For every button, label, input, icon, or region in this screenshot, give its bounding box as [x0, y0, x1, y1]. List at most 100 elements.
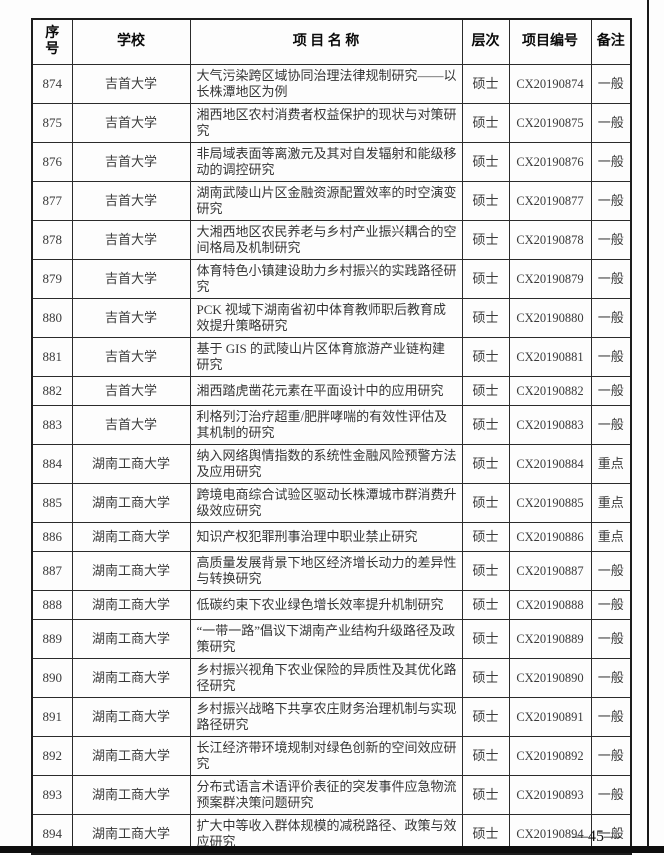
cell-school: 湖南工商大学: [71, 444, 191, 484]
table-row: 888 湖南工商大学 低碳约束下农业绿色增长效率提升机制研究 硕士 CX20190888…: [31, 590, 632, 620]
cell-project-name: 乡村振兴视角下农业保险的异质性及其优化路径研究: [189, 658, 463, 698]
cell-note: 重点: [590, 522, 632, 552]
cell-project-name: 湘西地区农村消费者权益保护的现状与对策研究: [189, 103, 463, 143]
col-header-index: 序 号: [31, 18, 73, 65]
table-row: 880 吉首大学 PCK 视域下湖南省初中体育教师职后教育成效提升策略研究 硕士 CX2…: [31, 298, 632, 338]
cell-project-code: CX20190881: [508, 337, 592, 377]
cell-index: 877: [31, 181, 73, 221]
cell-level: 硕士: [461, 103, 510, 143]
cell-project-code: CX20190886: [508, 522, 592, 552]
scan-edge-line: [647, 0, 649, 853]
cell-project-name: 湘西踏虎凿花元素在平面设计中的应用研究: [189, 376, 463, 406]
cell-project-code: CX20190876: [508, 142, 592, 182]
cell-project-code: CX20190880: [508, 298, 592, 338]
cell-school: 湖南工商大学: [71, 658, 191, 698]
cell-school: 湖南工商大学: [71, 697, 191, 737]
col-header-project-name: 项 目 名 称: [189, 18, 463, 65]
cell-index: 890: [31, 658, 73, 698]
cell-school: 吉首大学: [71, 376, 191, 406]
cell-school: 湖南工商大学: [71, 483, 191, 523]
cell-note: 一般: [590, 103, 632, 143]
cell-school: 吉首大学: [71, 181, 191, 221]
cell-project-name: 高质量发展背景下地区经济增长动力的差异性与转换研究: [189, 551, 463, 591]
cell-level: 硕士: [461, 697, 510, 737]
cell-project-name: 基于 GIS 的武陵山片区体育旅游产业链构建研究: [189, 337, 463, 377]
cell-school: 吉首大学: [71, 259, 191, 299]
cell-note: 一般: [590, 658, 632, 698]
col-header-school: 学校: [71, 18, 191, 65]
table-row: 889 湖南工商大学 “一带一路”倡议下湖南产业结构升级路径及政策研究 硕士 CX201…: [31, 619, 632, 659]
cell-note: 一般: [590, 775, 632, 815]
cell-note: 一般: [590, 220, 632, 260]
cell-project-name: 乡村振兴战略下共享农庄财务治理机制与实现路径研究: [189, 697, 463, 737]
cell-index: 876: [31, 142, 73, 182]
cell-note: 一般: [590, 64, 632, 104]
cell-index: 879: [31, 259, 73, 299]
cell-school: 湖南工商大学: [71, 775, 191, 815]
cell-project-code: CX20190890: [508, 658, 592, 698]
cell-project-name: 大气污染跨区域协同治理法律规制研究——以长株潭地区为例: [189, 64, 463, 104]
cell-school: 吉首大学: [71, 337, 191, 377]
cell-note: 一般: [590, 259, 632, 299]
cell-note: 一般: [590, 405, 632, 445]
cell-project-code: CX20190877: [508, 181, 592, 221]
cell-project-code: CX20190893: [508, 775, 592, 815]
cell-level: 硕士: [461, 736, 510, 776]
bottom-scan-bar: [0, 846, 664, 853]
table-row: 882 吉首大学 湘西踏虎凿花元素在平面设计中的应用研究 硕士 CX20190882 一般: [31, 376, 632, 406]
cell-project-code: CX20190884: [508, 444, 592, 484]
cell-note: 一般: [590, 376, 632, 406]
cell-level: 硕士: [461, 551, 510, 591]
cell-project-name: 长江经济带环境规制对绿色创新的空间效应研究: [189, 736, 463, 776]
cell-index: 883: [31, 405, 73, 445]
cell-note: 一般: [590, 590, 632, 620]
cell-school: 湖南工商大学: [71, 590, 191, 620]
cell-project-code: CX20190892: [508, 736, 592, 776]
cell-school: 湖南工商大学: [71, 551, 191, 591]
cell-level: 硕士: [461, 142, 510, 182]
cell-school: 吉首大学: [71, 142, 191, 182]
cell-school: 吉首大学: [71, 64, 191, 104]
cell-index: 885: [31, 483, 73, 523]
table-row: 878 吉首大学 大湘西地区农民养老与乡村产业振兴耦合的空间格局及机制研究 硕士 CX2…: [31, 220, 632, 260]
cell-level: 硕士: [461, 444, 510, 484]
table-row: 877 吉首大学 湖南武陵山片区金融资源配置效率的时空演变研究 硕士 CX2019087…: [31, 181, 632, 221]
cell-project-name: 非局域表面等离激元及其对自发辐射和能级移动的调控研究: [189, 142, 463, 182]
table-header-row: 序 号 学校 项 目 名 称 层次 项目编号 备注: [31, 18, 632, 65]
col-header-project-code: 项目编号: [508, 18, 592, 65]
cell-level: 硕士: [461, 483, 510, 523]
cell-index: 875: [31, 103, 73, 143]
cell-note: 一般: [590, 142, 632, 182]
cell-index: 891: [31, 697, 73, 737]
cell-index: 882: [31, 376, 73, 406]
table-row: 881 吉首大学 基于 GIS 的武陵山片区体育旅游产业链构建研究 硕士 CX20190…: [31, 337, 632, 377]
col-header-note: 备注: [590, 18, 632, 65]
cell-level: 硕士: [461, 298, 510, 338]
col-header-level: 层次: [461, 18, 510, 65]
cell-project-code: CX20190885: [508, 483, 592, 523]
cell-school: 吉首大学: [71, 220, 191, 260]
cell-index: 874: [31, 64, 73, 104]
cell-index: 893: [31, 775, 73, 815]
cell-level: 硕士: [461, 259, 510, 299]
cell-project-name: 低碳约束下农业绿色增长效率提升机制研究: [189, 590, 463, 620]
cell-project-code: CX20190875: [508, 103, 592, 143]
cell-note: 重点: [590, 444, 632, 484]
cell-note: 一般: [590, 619, 632, 659]
cell-level: 硕士: [461, 220, 510, 260]
cell-level: 硕士: [461, 64, 510, 104]
cell-level: 硕士: [461, 658, 510, 698]
cell-index: 878: [31, 220, 73, 260]
cell-level: 硕士: [461, 181, 510, 221]
table-body: 874 吉首大学 大气污染跨区域协同治理法律规制研究——以长株潭地区为例 硕士 CX20…: [31, 64, 632, 855]
cell-school: 湖南工商大学: [71, 619, 191, 659]
cell-project-name: 知识产权犯罪刑事治理中职业禁止研究: [189, 522, 463, 552]
cell-note: 一般: [590, 181, 632, 221]
cell-note: 一般: [590, 736, 632, 776]
cell-index: 892: [31, 736, 73, 776]
cell-note: 一般: [590, 697, 632, 737]
cell-project-name: 大湘西地区农民养老与乡村产业振兴耦合的空间格局及机制研究: [189, 220, 463, 260]
table-row: 893 湖南工商大学 分布式语言术语评价表征的突发事件应急物流预案群决策问题研究 硕士…: [31, 775, 632, 815]
cell-index: 888: [31, 590, 73, 620]
cell-project-name: PCK 视域下湖南省初中体育教师职后教育成效提升策略研究: [189, 298, 463, 338]
